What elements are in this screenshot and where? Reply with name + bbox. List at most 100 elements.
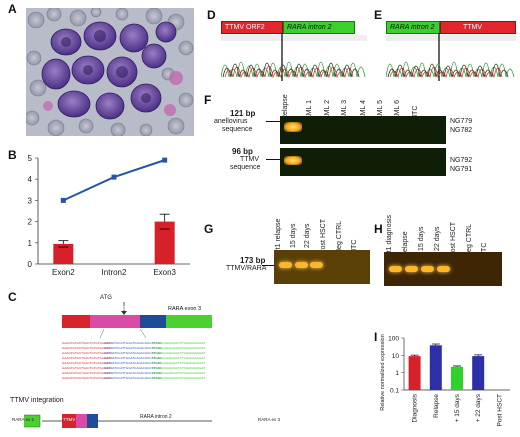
f-bottom-primer2: NG791 [450, 166, 473, 173]
y-tick-label: 0 [28, 260, 33, 269]
svg-text:ATGCCCGAGCGGTCTCGAGAGCGAT: ATGCCCGAGCGGTCTCGAGAGCGAT [152, 351, 205, 355]
micrograph-image [26, 8, 194, 136]
svg-text:CGTCATCCATTGGATCAGACGGCTTCAC: CGTCATCCATTGGATCAGACGGCTTCAC [104, 346, 162, 350]
d-right-bar: RARA intron 2 [283, 21, 355, 34]
svg-text:ATGCCCGAGCGGTCTCGAGAGCGAT: ATGCCCGAGCGGTCTCGAGAGCGAT [152, 361, 205, 365]
panel-label-e: E [374, 8, 383, 22]
svg-text:GAAGTGTGCTGACTGTGTGAGACC: GAAGTGTGCTGACTGTGTGAGACC [62, 376, 114, 380]
f-top-desc2: sequence [222, 126, 253, 133]
gel-band [405, 266, 418, 272]
f-bottom-arrow [266, 159, 280, 160]
y-tick-label: 1 [28, 239, 33, 248]
gel-band [310, 262, 323, 268]
gel-band [284, 122, 302, 132]
bottom-rara-ex3: RARA ex 3 [258, 417, 281, 422]
bar [451, 366, 463, 390]
bar [408, 356, 421, 390]
gel-band [421, 266, 434, 272]
e-left-label: RARA intron 2 [390, 24, 435, 31]
svg-text:GAAGTGTGCTGACTGTGTGAGACC: GAAGTGTGCTGACTGTGTGAGACC [62, 356, 114, 360]
atg-label: ATG [100, 295, 112, 301]
y-tick-label: 100 [388, 336, 399, 343]
x-tick-label: Relapse [433, 394, 440, 418]
gel-h [384, 252, 502, 286]
y-tick-label: 5 [28, 154, 33, 163]
svg-text:CGTCATCCATTGGATCAGACGGCTTCAC: CGTCATCCATTGGATCAGACGGCTTCAC [104, 376, 162, 380]
gel-f-bottom [280, 148, 446, 176]
panel-label-b: B [8, 148, 17, 162]
g-arrow [262, 265, 274, 266]
line-series [62, 159, 165, 202]
svg-text:ATGCCCGAGCGGTCTCGAGAGCGAT: ATGCCCGAGCGGTCTCGAGAGCGAT [152, 356, 205, 360]
bar [472, 356, 485, 390]
f-top-primer1: NG779 [450, 118, 473, 125]
d-left-label: TTMV ORF2 [225, 24, 265, 31]
svg-text:GAAGTGTGCTGACTGTGTGAGACC: GAAGTGTGCTGACTGTGTGAGACC [62, 371, 114, 375]
f-bottom-size: 96 bp [232, 147, 253, 156]
f-bottom-primer1: NG792 [450, 157, 473, 164]
svg-text:GAAGTGTGCTGACTGTGTGAGACC: GAAGTGTGCTGACTGTGTGAGACC [62, 346, 114, 350]
y-tick-label: 1 [395, 370, 399, 377]
integration-title: TTMV integration [10, 397, 64, 404]
svg-text:CGTCATCCATTGGATCAGACGGCTTCAC: CGTCATCCATTGGATCAGACGGCTTCAC [104, 371, 162, 375]
panel-label-c: C [8, 290, 17, 304]
line-point [111, 174, 117, 180]
chromatogram-d: TTMV ORF2 RARA intron 2 [221, 21, 367, 81]
svg-text:CGTCATCCATTGGATCAGACGGCTTCAC: CGTCATCCATTGGATCAGACGGCTTCAC [104, 361, 162, 365]
gel-band [279, 262, 292, 268]
y-tick-label: 3 [28, 196, 33, 205]
h-lane-1: Pt1 diagnosis [386, 214, 393, 257]
bottom-rara-ex2: RARA ex 2 [12, 417, 35, 422]
x-tick-label: + 22 days [475, 393, 482, 422]
svg-text:ATGCCCGAGCGGTCTCGAGAGCGAT: ATGCCCGAGCGGTCTCGAGAGCGAT [152, 366, 205, 370]
panel-label-d: D [207, 8, 216, 22]
line-point [162, 157, 168, 163]
svg-text:ATGCCCGAGCGGTCTCGAGAGCGAT: ATGCCCGAGCGGTCTCGAGAGCGAT [152, 341, 205, 345]
g-lane-4: Post HSCT [320, 218, 327, 254]
y-tick-label: 10 [392, 353, 400, 360]
bar [429, 345, 442, 390]
panel-label-f: F [204, 93, 212, 107]
gel-g [274, 250, 370, 284]
panel-label-a: A [8, 2, 17, 16]
x-tick-label: Exon2 [52, 268, 75, 277]
svg-text:ATGCCCGAGCGGTCTCGAGAGCGAT: ATGCCCGAGCGGTCTCGAGAGCGAT [152, 376, 205, 380]
f-top-primer2: NG782 [450, 127, 473, 134]
x-tick-label: Diagnosis [412, 393, 419, 422]
e-right-bar: TTMV [440, 21, 516, 34]
g-lane-1: Pt1 relapse [275, 218, 282, 254]
f-bottom-desc1: TTMV [240, 156, 260, 163]
line-point [60, 197, 66, 203]
x-tick-label: Exon3 [153, 268, 176, 277]
x-tick-label: Post HSCT [496, 394, 503, 427]
g-desc: TTMV/RARA [226, 265, 267, 272]
gel-band [389, 266, 402, 272]
segment-retained-intron: Retained intron [141, 304, 165, 308]
chart-b: 0 1 2 3 4 5 Exon2 Intron2 Exon3 [28, 154, 190, 277]
f-top-desc1: anellovirus [214, 118, 248, 125]
svg-text:CGTCATCCATTGGATCAGACGGCTTCAC: CGTCATCCATTGGATCAGACGGCTTCAC [104, 341, 162, 345]
y-tick-label: 0.1 [390, 388, 399, 395]
d-right-label: RARA intron 2 [287, 24, 332, 31]
segment-ttmv-orf2: TTMV ORF2 [94, 306, 126, 312]
g-size: 173 bp [240, 256, 266, 265]
svg-text:GAAGTGTGCTGACTGTGTGAGACC: GAAGTGTGCTGACTGTGTGAGACC [62, 341, 114, 345]
segment-rara-exon3: RARA exon 3 [168, 306, 202, 312]
x-tick-label: Intron2 [102, 268, 127, 277]
svg-text:CGTCATCCATTGGATCAGACGGCTTCAC: CGTCATCCATTGGATCAGACGGCTTCAC [104, 356, 162, 360]
svg-text:GAAGTGTGCTGACTGTGTGAGACC: GAAGTGTGCTGACTGTGTGAGACC [62, 361, 114, 365]
svg-text:GAAGTGTGCTGACTGTGTGAGACC: GAAGTGTGCTGACTGTGTGAGACC [62, 366, 114, 370]
panel-label-i: I [374, 330, 378, 344]
bottom-rara-intron2: RARA intron 2 [140, 414, 172, 420]
bar [154, 221, 175, 264]
f-top-size: 121 bp [230, 109, 256, 118]
d-left-bar: TTMV ORF2 [221, 21, 283, 34]
panel-label-g: G [204, 222, 214, 236]
gel-band [437, 266, 450, 272]
e-left-bar: RARA intron 2 [386, 21, 440, 34]
f-top-arrow [266, 121, 280, 122]
y-tick-label: 4 [28, 175, 33, 184]
segment-ttmv-utr: TTMV UTR [63, 306, 91, 312]
e-right-label: TTMV [463, 24, 483, 31]
